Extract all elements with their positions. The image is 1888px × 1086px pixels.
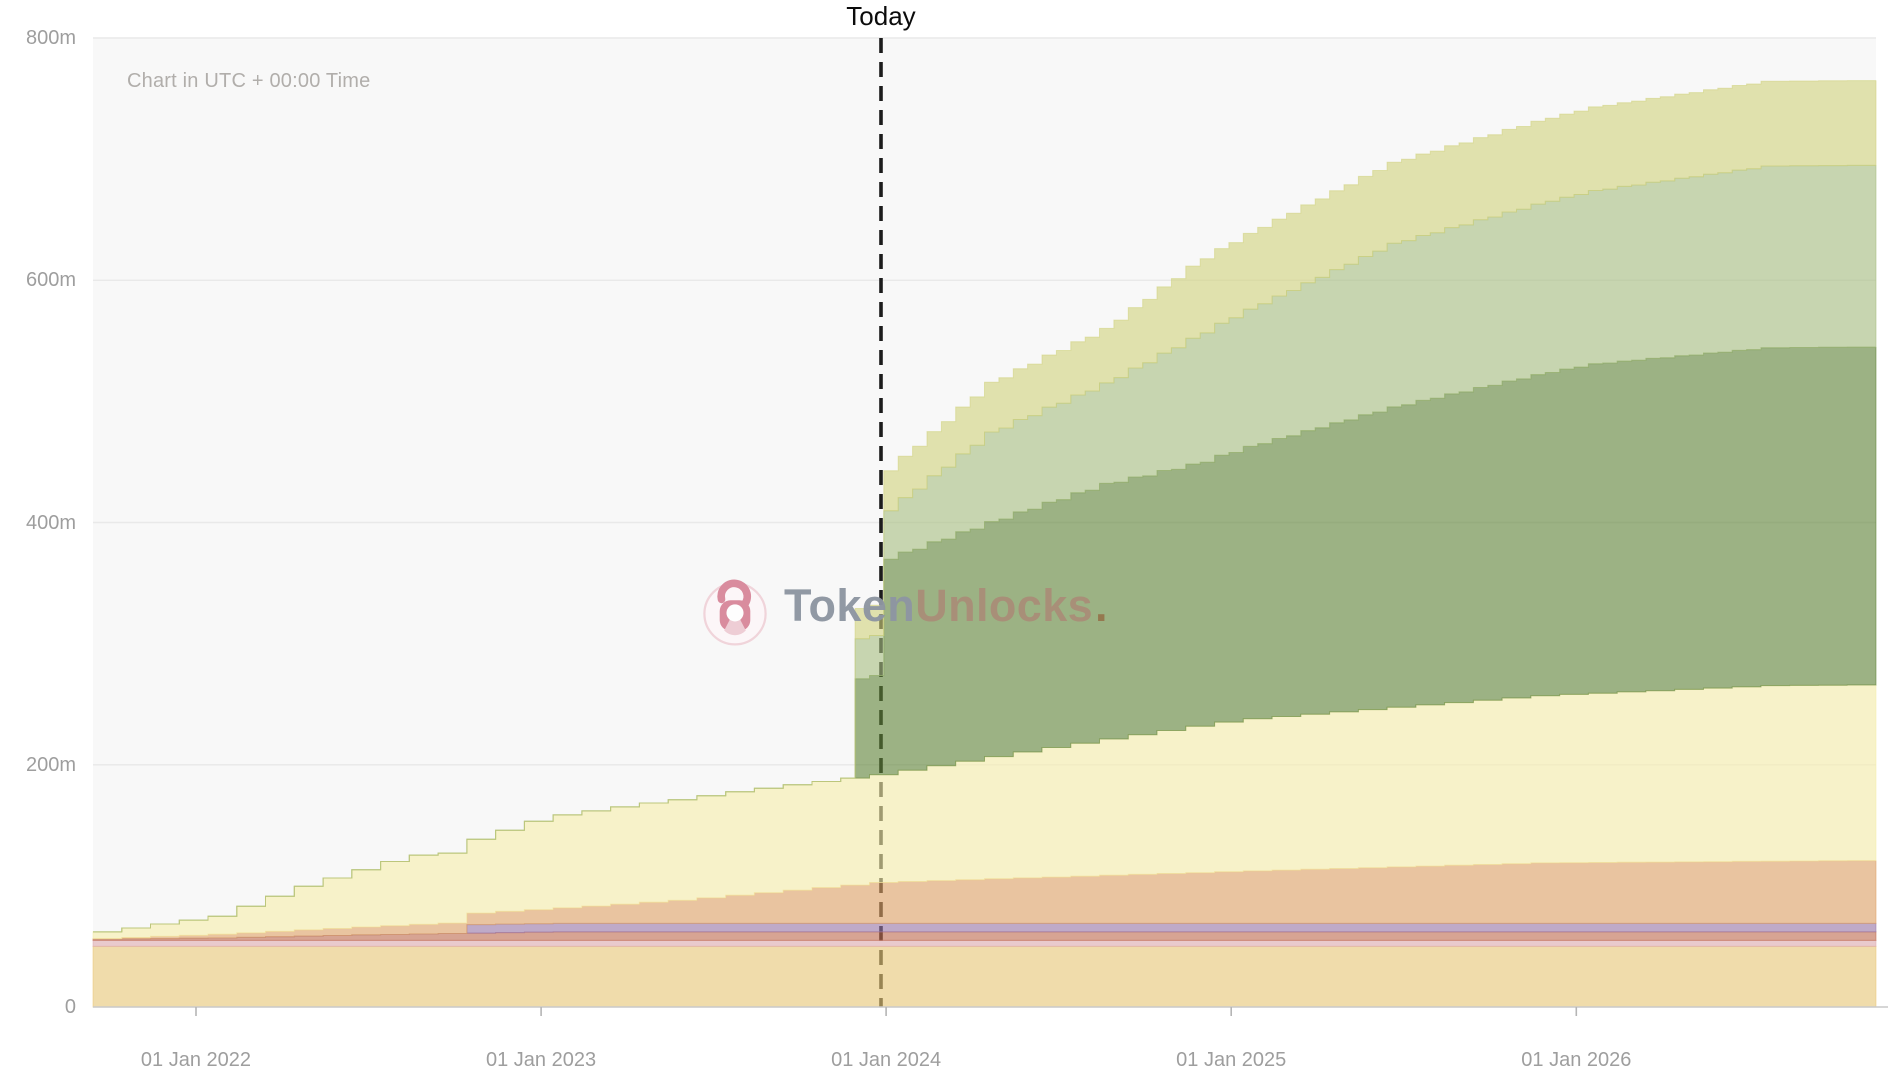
brand-wordmark: Token Unlocks.: [784, 580, 1108, 632]
area-sand[interactable]: [92, 945, 1877, 1008]
timezone-note: Chart in UTC + 00:00 Time: [127, 70, 371, 92]
open-padlock-icon: [703, 579, 767, 646]
brand-unlocks: Unlocks: [915, 580, 1094, 631]
area-rose[interactable]: [92, 939, 1877, 947]
today-label: Today: [846, 1, 916, 31]
area-olive[interactable]: [93, 80, 1877, 933]
brand-token: Token: [784, 580, 916, 631]
tokenunlocks-watermark: Token Unlocks.: [699, 556, 1108, 650]
brand-dot: .: [1095, 580, 1108, 631]
